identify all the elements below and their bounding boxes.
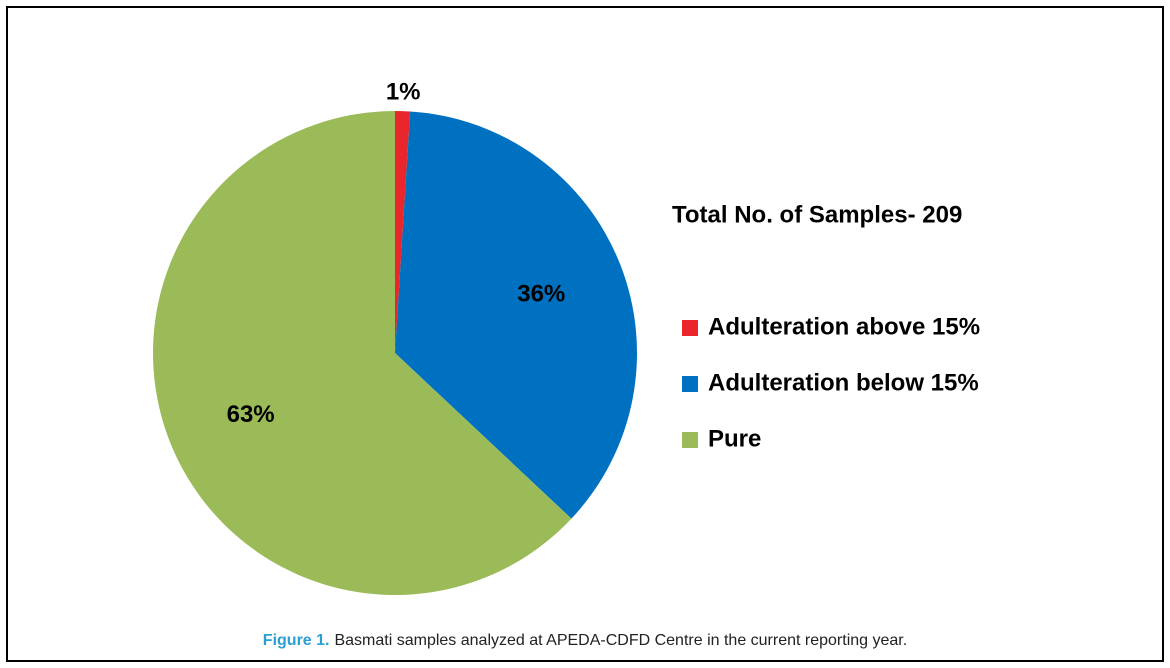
data-label: 1% xyxy=(386,78,421,105)
legend-label: Adulteration below 15% xyxy=(708,369,979,396)
caption-label: Figure 1. xyxy=(263,632,330,649)
data-label: 63% xyxy=(227,401,275,428)
legend-swatch xyxy=(682,432,698,448)
caption-text: Basmati samples analyzed at APEDA-CDFD C… xyxy=(334,632,907,649)
legend-swatch xyxy=(682,320,698,336)
legend-label: Pure xyxy=(708,425,761,452)
legend-label: Adulteration above 15% xyxy=(708,313,980,340)
pie-slice xyxy=(152,111,572,595)
caption: Figure 1. Basmati samples analyzed at APE… xyxy=(263,632,907,649)
pie-slice xyxy=(395,111,637,519)
data-label: 36% xyxy=(517,280,565,307)
legend-swatch xyxy=(682,376,698,392)
pie-slice xyxy=(395,111,411,353)
annotation: Total No. of Samples- 209 xyxy=(672,201,962,228)
